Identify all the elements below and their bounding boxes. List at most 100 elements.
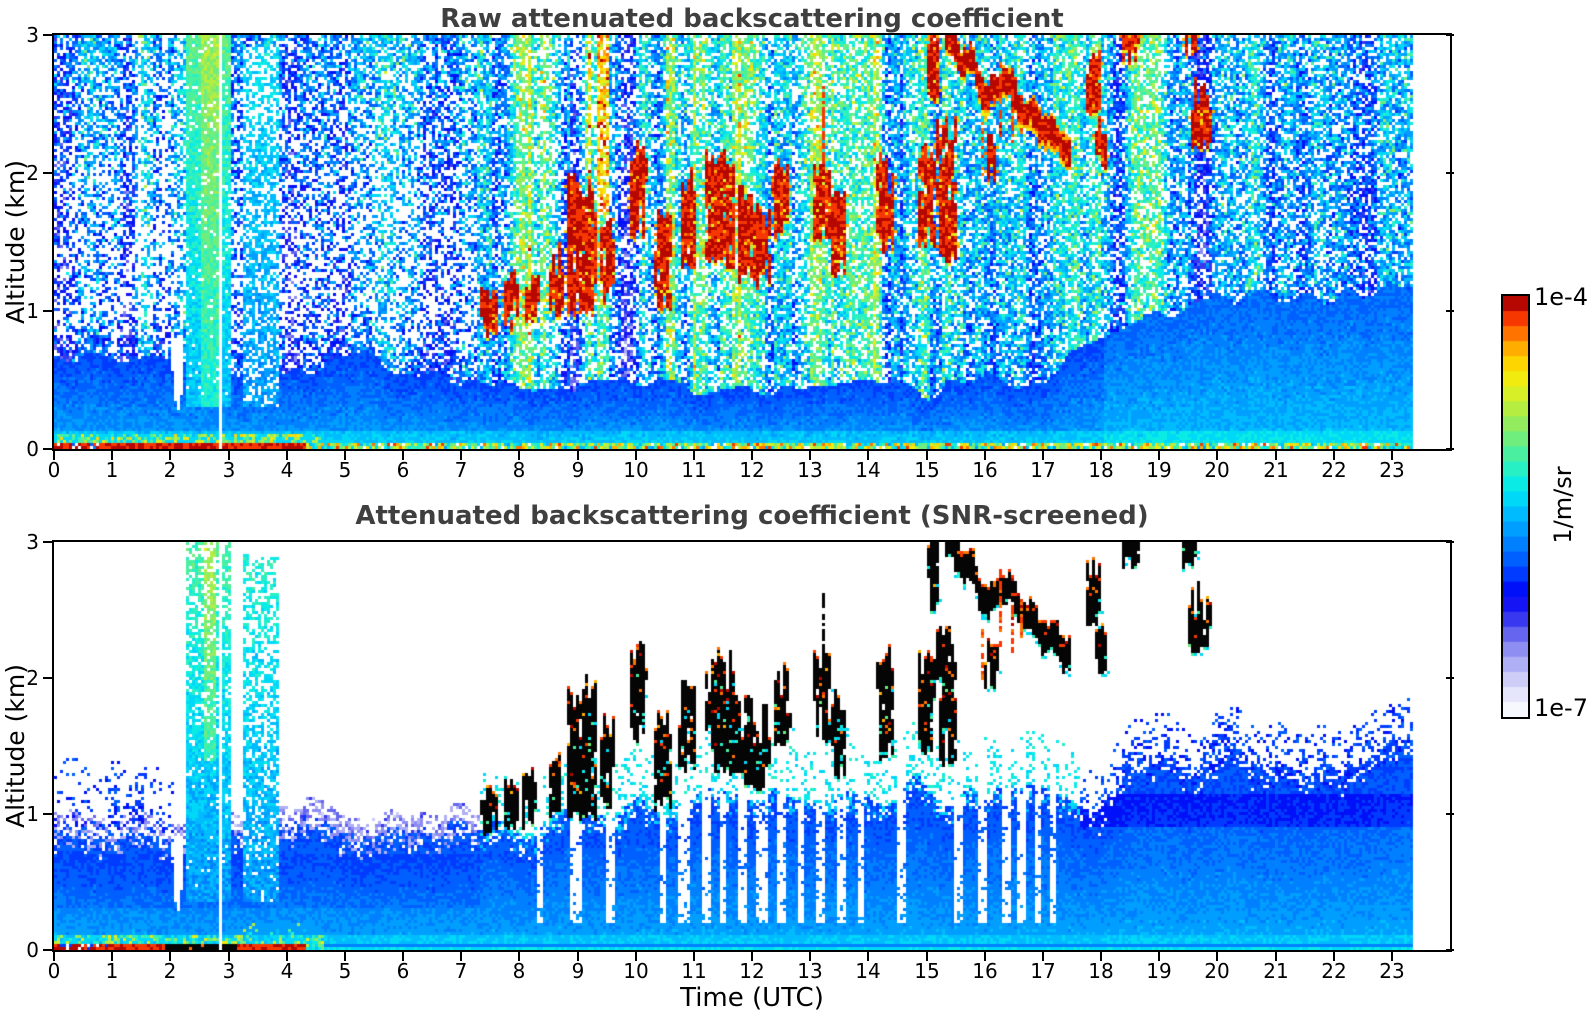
x-tick	[1333, 451, 1335, 460]
colorbar-unit-label: 1/m/sr	[1549, 466, 1577, 544]
x-tick	[577, 952, 579, 961]
y-tick-label: 0	[26, 938, 39, 962]
x-tick-label: 14	[855, 458, 881, 482]
x-tick	[53, 952, 55, 961]
x-tick	[169, 952, 171, 961]
x-tick-label: 16	[972, 458, 998, 482]
x-tick	[635, 451, 637, 460]
x-tick	[809, 451, 811, 460]
x-tick-label: 13	[797, 959, 823, 983]
x-tick	[111, 451, 113, 460]
x-tick	[1158, 451, 1160, 460]
y-tick	[43, 448, 52, 450]
panel-raw-plot	[52, 33, 1452, 451]
y-tick	[43, 541, 52, 543]
screened-heatmap-canvas	[54, 542, 1450, 950]
x-tick-label: 16	[972, 959, 998, 983]
y-tick-right	[1446, 310, 1454, 312]
y-tick-label: 3	[26, 23, 39, 47]
x-tick	[1275, 952, 1277, 961]
x-tick-label: 6	[396, 959, 410, 983]
x-tick	[1042, 952, 1044, 961]
x-tick	[53, 451, 55, 460]
y-tick-right	[1446, 34, 1454, 36]
x-tick	[518, 451, 520, 460]
x-tick-label: 23	[1379, 959, 1405, 983]
x-tick-label: 7	[454, 458, 468, 482]
x-tick	[111, 952, 113, 961]
x-tick	[693, 451, 695, 460]
x-tick	[1391, 952, 1393, 961]
y-tick-right	[1446, 813, 1454, 815]
x-tick	[518, 952, 520, 961]
x-tick-label: 20	[1204, 959, 1230, 983]
y-tick-label: 2	[26, 161, 39, 185]
x-tick-label: 0	[47, 458, 61, 482]
x-tick-label: 9	[571, 959, 585, 983]
x-tick-label: 19	[1146, 959, 1172, 983]
x-tick	[1100, 952, 1102, 961]
x-tick	[344, 952, 346, 961]
x-tick	[867, 952, 869, 961]
x-tick-label: 23	[1379, 458, 1405, 482]
x-tick-label: 10	[623, 458, 649, 482]
x-tick-label: 8	[512, 959, 526, 983]
colorbar-min-label: 1e-7	[1534, 694, 1588, 722]
x-tick	[751, 451, 753, 460]
x-tick-label: 21	[1263, 959, 1289, 983]
x-tick-label: 5	[338, 959, 352, 983]
x-tick-label: 4	[280, 458, 294, 482]
x-tick	[1333, 952, 1335, 961]
x-tick	[926, 451, 928, 460]
x-tick	[809, 952, 811, 961]
x-tick-label: 13	[797, 458, 823, 482]
y-tick	[43, 677, 52, 679]
x-tick-label: 20	[1204, 458, 1230, 482]
colorbar	[1501, 294, 1530, 719]
x-tick-label: 14	[855, 959, 881, 983]
x-tick	[286, 952, 288, 961]
x-tick-label: 11	[681, 458, 707, 482]
x-tick-label: 0	[47, 959, 61, 983]
y-tick-label: 3	[26, 530, 39, 554]
y-tick-right	[1446, 172, 1454, 174]
x-tick	[402, 952, 404, 961]
x-tick-label: 17	[1030, 458, 1056, 482]
x-tick-label: 12	[739, 959, 765, 983]
x-tick-label: 19	[1146, 458, 1172, 482]
y-tick-label: 1	[26, 299, 39, 323]
x-tick	[1158, 952, 1160, 961]
x-tick	[1042, 451, 1044, 460]
x-tick-label: 2	[163, 959, 177, 983]
x-tick	[867, 451, 869, 460]
x-tick	[751, 952, 753, 961]
x-tick	[460, 451, 462, 460]
x-tick	[344, 451, 346, 460]
x-tick-label: 7	[454, 959, 468, 983]
x-tick	[577, 451, 579, 460]
x-tick-label: 5	[338, 458, 352, 482]
x-tick	[1216, 451, 1218, 460]
panel-raw-title: Raw attenuated backscattering coefficien…	[440, 4, 1064, 34]
x-tick	[460, 952, 462, 961]
y-tick-label: 0	[26, 437, 39, 461]
y-tick-right	[1446, 448, 1454, 450]
x-tick-label: 6	[396, 458, 410, 482]
x-tick-label: 11	[681, 959, 707, 983]
x-tick	[228, 451, 230, 460]
x-tick	[1275, 451, 1277, 460]
x-tick-label: 10	[623, 959, 649, 983]
x-tick	[402, 451, 404, 460]
y-tick	[43, 310, 52, 312]
y-tick-right	[1446, 541, 1454, 543]
x-tick	[984, 952, 986, 961]
x-tick-label: 1	[105, 458, 119, 482]
x-tick-label: 15	[914, 458, 940, 482]
x-tick	[1391, 451, 1393, 460]
x-tick-label: 21	[1263, 458, 1289, 482]
x-tick	[1216, 952, 1218, 961]
colorbar-max-label: 1e-4	[1534, 283, 1588, 311]
colorbar-canvas	[1503, 296, 1528, 717]
x-tick-label: 18	[1088, 959, 1114, 983]
